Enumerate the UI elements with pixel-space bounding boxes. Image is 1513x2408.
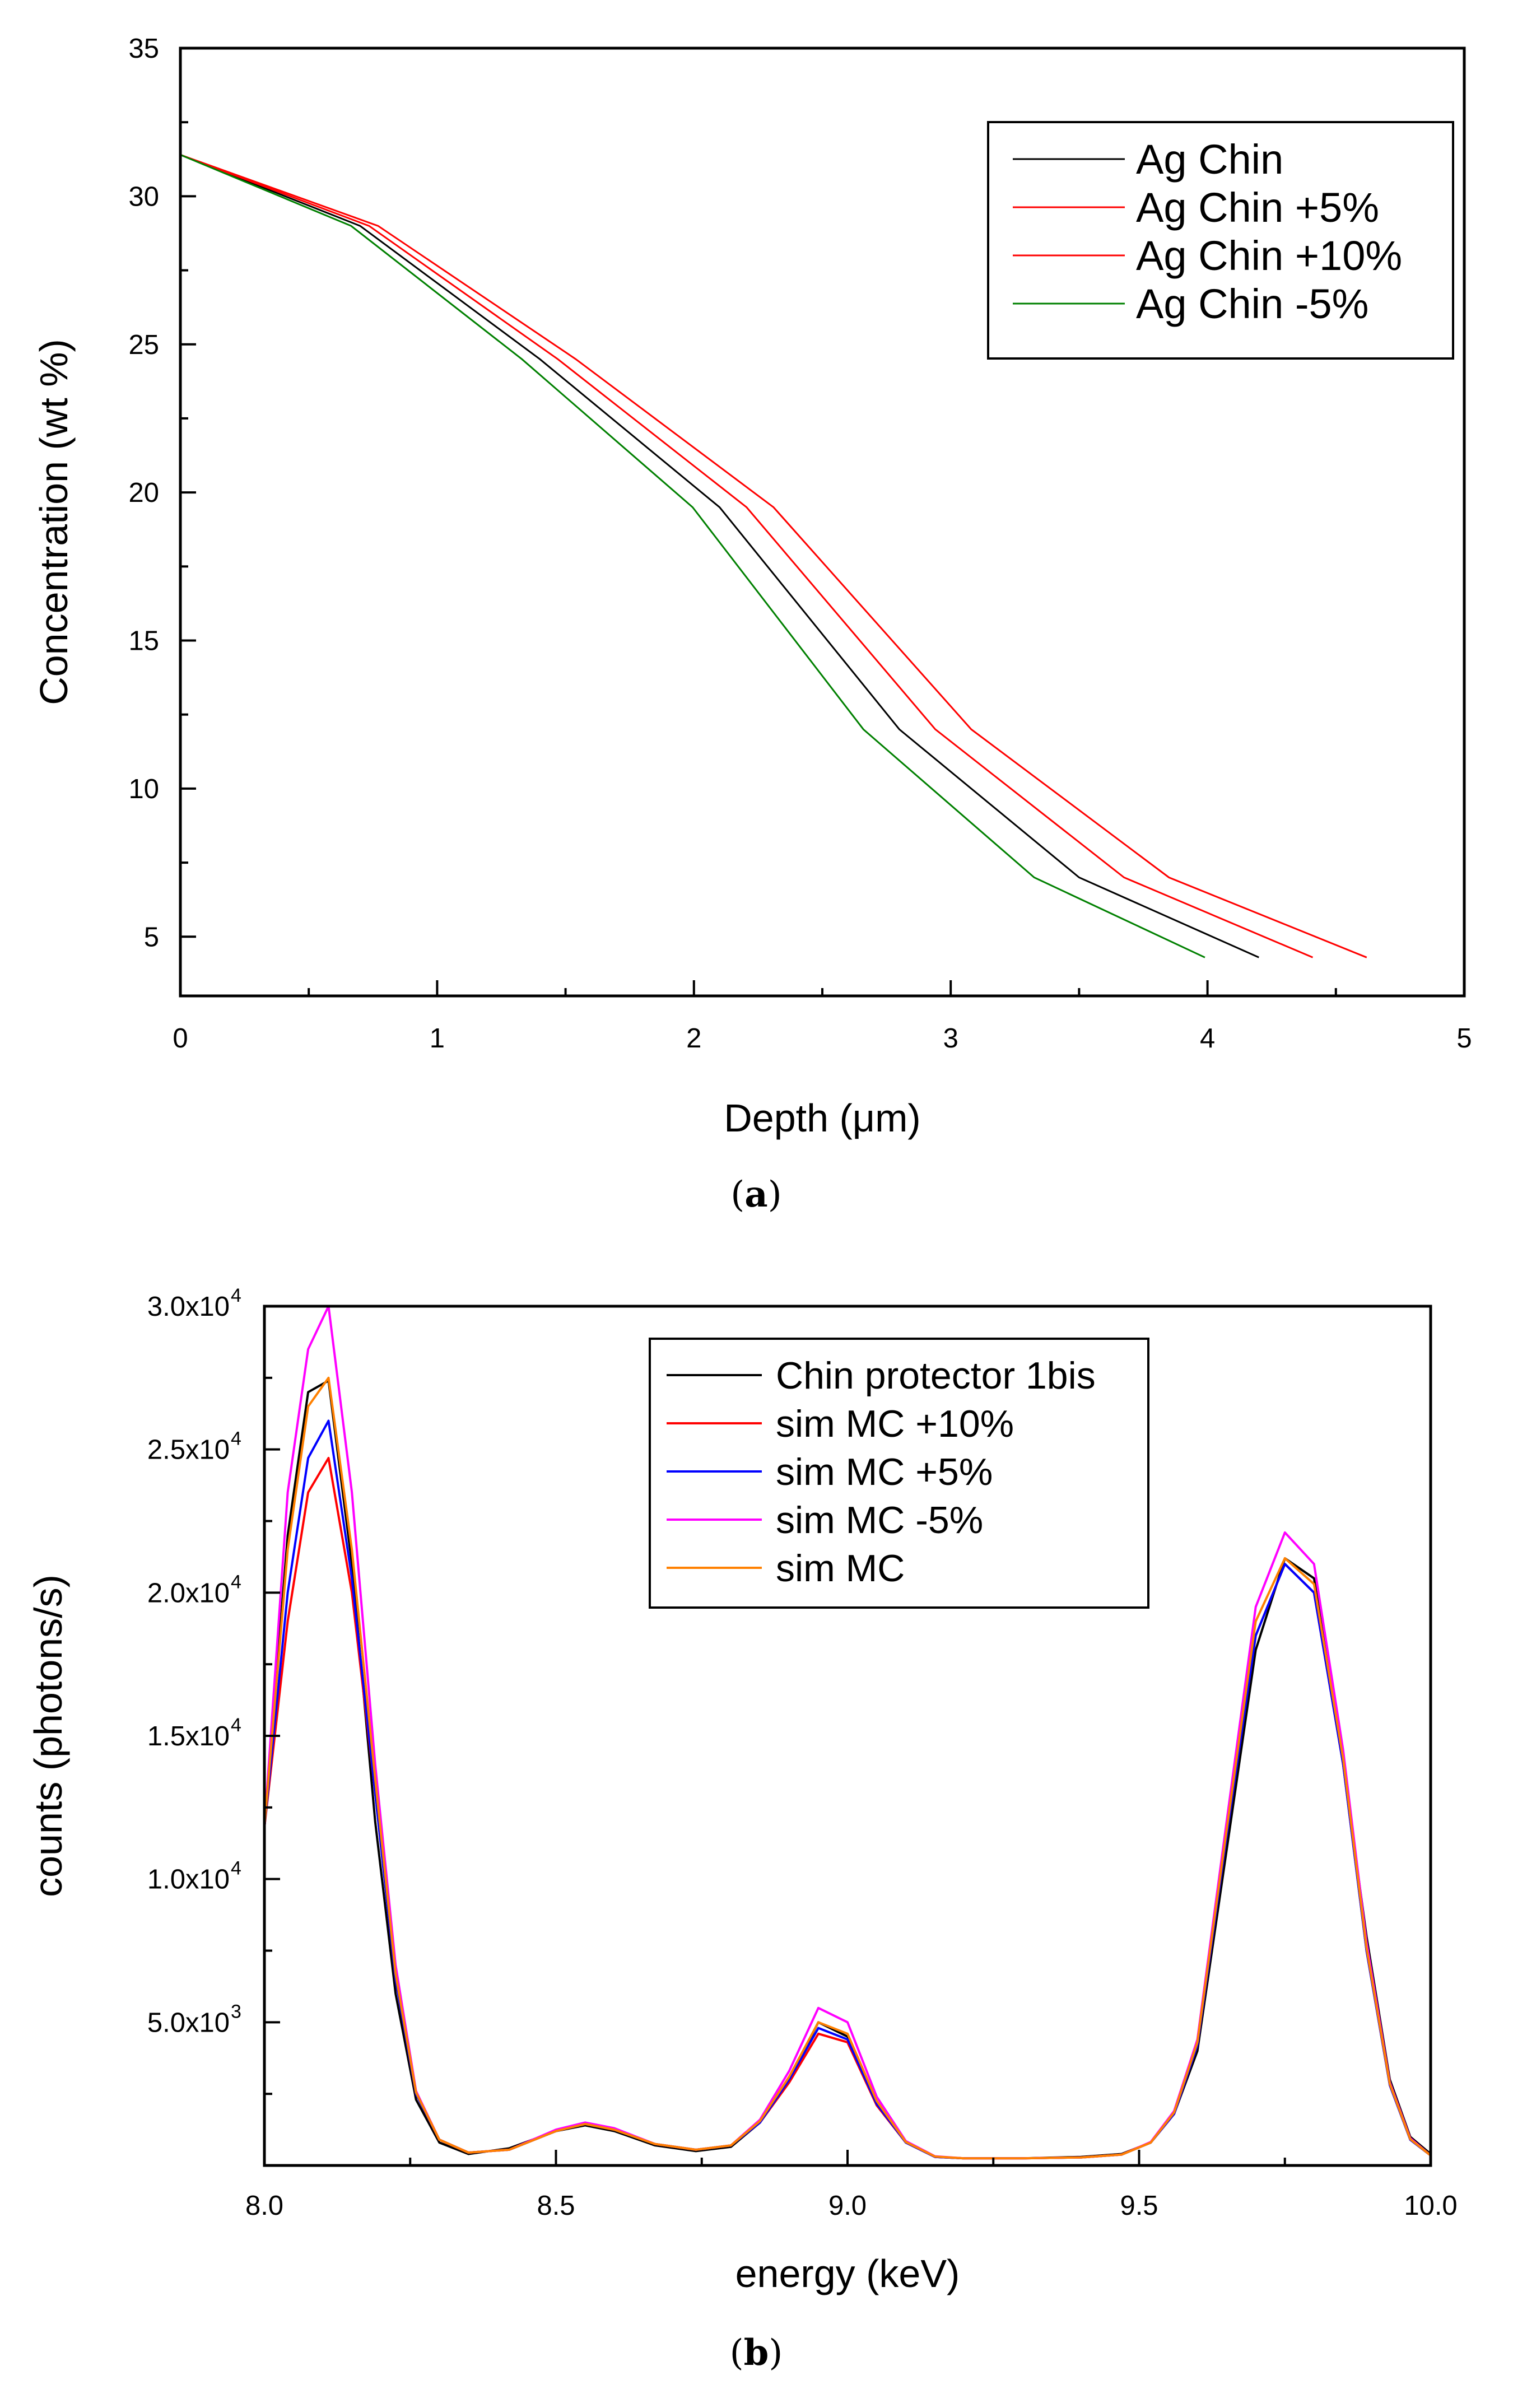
panel-a-y-tick-label: 30 [128,181,159,212]
panel-a-x-axis: 0 1 2 3 4 5 [173,980,1472,1054]
panel-a-y-tick-label: 20 [128,478,159,508]
panel-b-chart: 8.0 8.5 9.0 9.5 10.0 5.0x10 31.0x10 41.5x10 42.… [26,1285,1458,2374]
panel-a-series-line-0 [180,154,1259,958]
panel-b-caption: (b) [730,2332,783,2374]
panel-a-x-tick-label: 2 [686,1023,701,1054]
panel-b-y-axis-title: counts (photons/s) [26,1575,70,1897]
panel-a-series-layer [180,153,1367,958]
panel-b-y-tick-label: 1.0x10 [147,1865,230,1895]
panel-b-legend-label-4: sim MC [776,1547,905,1590]
panel-b-y-tick-exponent: 4 [231,1571,241,1592]
panel-a-x-tick-label: 0 [173,1023,188,1054]
panel-a-chart: 0 1 2 3 4 5 5 10 15 20 25 30 35 Depth (μm) Concentr… [32,34,1472,1215]
panel-b-legend-label-2: sim MC +5% [776,1451,993,1493]
panel-a-x-axis-title: Depth (μm) [724,1096,921,1140]
panel-b-y-tick-label: 5.0x10 [147,2008,230,2038]
panel-a-series-line-1 [180,153,1314,958]
panel-b-x-tick-label: 9.5 [1120,2191,1158,2221]
panel-b-caption-letter: b [744,2332,769,2374]
panel-a-series-line-2 [180,153,1367,958]
panel-b-series-line-0 [263,1379,1432,2160]
panel-b-x-axis: 8.0 8.5 9.0 9.5 10.0 [245,2150,1458,2221]
panel-b-y-axis: 5.0x10 31.0x10 41.5x10 42.0x10 42.5x10 43.0x1… [147,1285,280,2095]
panel-b-y-tick-exponent: 4 [231,1858,241,1879]
panel-b-y-tick-exponent: 4 [231,1715,241,1736]
panel-a-y-tick-label: 35 [128,34,159,64]
panel-b-series-layer [263,1305,1432,2160]
panel-a-x-tick-label: 3 [943,1023,958,1054]
panel-a-legend-label-1: Ag Chin +5% [1136,184,1379,231]
panel-a-x-tick-label: 4 [1200,1023,1215,1054]
panel-b-x-tick-label: 9.0 [828,2191,867,2221]
panel-a-x-tick-label: 5 [1456,1023,1472,1054]
panel-b-x-tick-label: 8.5 [537,2191,575,2221]
panel-b-y-tick-exponent: 4 [231,1428,241,1450]
panel-a-legend-label-0: Ag Chin [1136,136,1283,183]
panel-b-x-axis-title: energy (keV) [735,2252,960,2295]
panel-b-y-tick-label: 1.5x10 [147,1721,230,1752]
panel-a-series-line-3 [180,154,1205,958]
panel-b-x-tick-label: 8.0 [245,2191,283,2221]
panel-b-legend: Chin protector 1bis sim MC +10% sim MC +5%… [649,1338,1149,1609]
panel-a-y-tick-label: 5 [144,922,159,952]
panel-b-y-tick-exponent: 3 [231,2001,241,2022]
panel-a-caption: (a) [730,1173,781,1215]
panel-a-caption-letter: a [744,1173,767,1215]
panel-b-y-tick-exponent: 4 [231,1285,241,1306]
panel-a-y-tick-label: 25 [128,330,159,360]
panel-a-y-tick-label: 10 [128,774,159,804]
panel-a-y-axis: 5 10 15 20 25 30 35 [128,34,196,952]
panel-a-x-tick-label: 1 [430,1023,445,1054]
panel-a-y-axis-title: Concentration (wt %) [32,339,76,705]
panel-b-legend-label-0: Chin protector 1bis [776,1354,1096,1397]
panel-a-legend-label-3: Ag Chin -5% [1136,281,1368,327]
panel-b-y-tick-label: 3.0x10 [147,1292,230,1322]
panel-b-legend-label-1: sim MC +10% [776,1403,1014,1445]
panel-a-legend-box [987,121,1454,360]
panel-b-series-line-4 [263,1376,1432,2160]
panel-b-legend-box [649,1338,1149,1609]
panel-b-legend-label-3: sim MC -5% [776,1499,983,1541]
panel-a-y-tick-label: 15 [128,626,159,656]
panel-b-x-tick-label: 10.0 [1404,2191,1457,2221]
panel-b-y-tick-label: 2.0x10 [147,1578,230,1608]
panel-b-y-tick-label: 2.5x10 [147,1435,230,1465]
panel-a-legend-label-2: Ag Chin +10% [1136,232,1402,279]
